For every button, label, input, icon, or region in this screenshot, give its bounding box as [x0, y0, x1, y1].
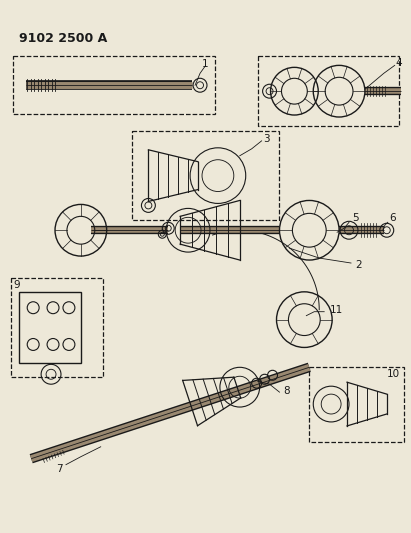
Bar	[258, 56, 399, 126]
Text: 10: 10	[387, 369, 400, 379]
Bar	[19, 292, 81, 364]
Text: 1: 1	[202, 59, 208, 69]
Bar	[13, 56, 215, 114]
Text: 2: 2	[356, 260, 362, 270]
Text: 4: 4	[395, 59, 402, 68]
Text: 3: 3	[263, 134, 270, 144]
Text: 7: 7	[55, 464, 62, 474]
Text: 5: 5	[353, 213, 359, 223]
Text: 11: 11	[330, 305, 343, 314]
Bar	[132, 131, 279, 220]
Text: 6: 6	[389, 213, 396, 223]
Text: 8: 8	[283, 386, 290, 396]
Text: 9: 9	[13, 280, 20, 290]
Text: 9102 2500 A: 9102 2500 A	[19, 31, 108, 45]
Bar	[12, 278, 103, 377]
Bar	[309, 367, 404, 442]
